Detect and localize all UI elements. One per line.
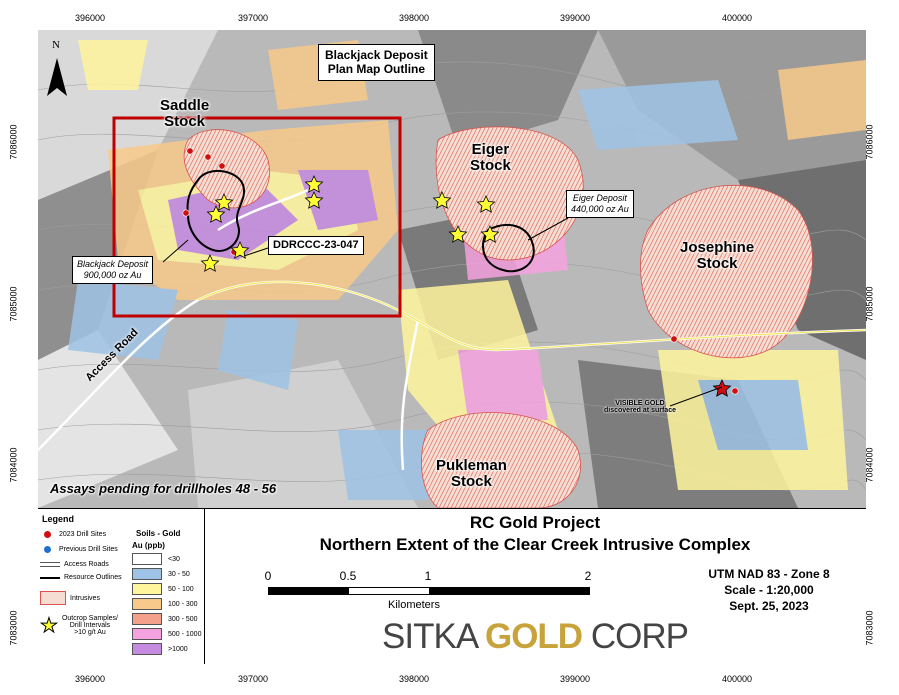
easting-tick: 396000 (74, 674, 106, 684)
easting-tick: 400000 (721, 674, 753, 684)
easting-tick: 397000 (237, 674, 269, 684)
projection-line-3: Sept. 25, 2023 (729, 599, 809, 613)
northing-tick: 7086000 (864, 124, 875, 160)
drill-previous-symbol (44, 546, 51, 553)
soil-class-row: 30 - 50 (132, 568, 190, 580)
title-line-1: RC Gold Project (469, 513, 601, 532)
title-block: RC Gold Project Northern Extent of the C… (204, 509, 866, 664)
northing-tick: 7084000 (864, 447, 875, 483)
intrusives-symbol (40, 591, 66, 605)
drill-2023-symbol (44, 531, 51, 538)
northing-tick: 7085000 (8, 286, 19, 322)
drill-sites-2023 (182, 147, 739, 395)
scale-tick: 0.5 (339, 569, 357, 583)
scale-tick: 2 (584, 569, 592, 583)
legend: Legend 2023 Drill Sites Previous Drill S… (38, 509, 205, 664)
map-panel[interactable]: N Blackjack Deposit Plan Map Outline Sad… (38, 30, 866, 508)
soil-class-swatch (132, 613, 162, 625)
soil-class-row: 50 - 100 (132, 583, 194, 595)
soil-class-swatch (132, 643, 162, 655)
saddle-stock-label: Saddle Stock (160, 97, 210, 130)
legend-drill-previous: Previous Drill Sites (59, 546, 118, 553)
assays-note: Assays pending for drillholes 48 - 56 (50, 481, 277, 496)
eiger-deposit-callout: Eiger Deposit 440,000 oz Au (566, 190, 634, 218)
company-logo: SITKA GOLD CORP (204, 617, 866, 657)
northing-tick: 7084000 (8, 447, 19, 483)
soil-class-row: 300 - 500 (132, 613, 198, 625)
soil-class-label: 30 - 50 (168, 570, 190, 578)
north-arrow (47, 58, 67, 96)
visible-gold-label: VISIBLE GOLD discovered at surface (604, 400, 676, 415)
scale-tick: 1 (424, 569, 432, 583)
northing-tick: 7085000 (864, 286, 875, 322)
projection-line-2: Scale - 1:20,000 (724, 583, 814, 597)
bottom-panel: Legend 2023 Drill Sites Previous Drill S… (38, 508, 866, 664)
soils-title: Soils - Gold (136, 529, 181, 538)
easting-tick: 396000 (74, 13, 106, 23)
legend-access-roads: Access Roads (64, 561, 109, 568)
pukleman-stock-label: Pukleman Stock (436, 457, 507, 490)
soil-class-label: 300 - 500 (168, 615, 198, 623)
soil-class-swatch (132, 553, 162, 565)
north-label: N (52, 39, 60, 51)
northing-tick: 7083000 (864, 610, 875, 646)
title-line-2: Northern Extent of the Clear Creek Intru… (319, 535, 751, 554)
logo-gold: GOLD (484, 617, 583, 656)
intrusives (183, 126, 813, 508)
soil-class-row: >1000 (132, 643, 188, 655)
scale-bar-graphic (268, 587, 590, 595)
soil-class-label: 500 - 1000 (168, 630, 202, 638)
easting-tick: 397000 (237, 13, 269, 23)
soil-class-row: 500 - 1000 (132, 628, 201, 640)
resource-outline-symbol (40, 576, 60, 579)
logo-sitka: SITKA (382, 617, 485, 656)
easting-tick: 399000 (559, 13, 591, 23)
scale-unit: Kilometers (388, 599, 440, 611)
legend-drill-2023: 2023 Drill Sites (59, 531, 107, 538)
soil-class-row: 100 - 300 (132, 598, 198, 610)
easting-tick: 398000 (398, 674, 430, 684)
josephine-stock-label: Josephine Stock (680, 239, 755, 272)
blackjack-deposit-callout: Blackjack Deposit 900,000 oz Au (72, 256, 154, 284)
soil-class-swatch (132, 598, 162, 610)
easting-tick: 398000 (398, 13, 430, 23)
soil-class-label: <30 (168, 555, 180, 563)
eiger-stock-label: Eiger Stock (470, 141, 511, 174)
legend-resource-outlines: Resource Outlines (64, 574, 122, 581)
access-road-symbol (40, 562, 60, 567)
scale-tick: 0 (264, 569, 272, 583)
soil-class-label: 100 - 300 (168, 600, 198, 608)
soil-class-label: 50 - 100 (168, 585, 194, 593)
soil-class-row: <30 (132, 553, 180, 565)
plan-map-outline (112, 116, 402, 318)
northing-tick: 7086000 (8, 124, 19, 160)
easting-tick: 400000 (721, 13, 753, 23)
legend-title: Legend (42, 514, 75, 524)
road-trace (197, 281, 866, 351)
logo-corp: CORP (582, 617, 689, 656)
soil-class-swatch (132, 568, 162, 580)
drillhole-label: DDRCCC-23-047 (268, 236, 364, 256)
soil-class-swatch (132, 628, 162, 640)
northing-tick: 7083000 (8, 610, 19, 646)
projection-line-1: UTM NAD 83 - Zone 8 (708, 567, 830, 581)
outcrop-star-icon: ★ (40, 615, 59, 638)
outcrop-stars (200, 175, 732, 397)
soil-class-swatch (132, 583, 162, 595)
leader-lines (162, 217, 723, 407)
plan-map-callout: Blackjack Deposit Plan Map Outline (318, 44, 435, 81)
legend-outcrop: Outcrop Samples/ Drill Intervals >10 g/t… (61, 615, 118, 636)
soils-unit: Au (ppb) (132, 541, 165, 550)
easting-tick: 399000 (559, 674, 591, 684)
legend-intrusives: Intrusives (70, 594, 100, 602)
soil-class-label: >1000 (168, 645, 188, 653)
